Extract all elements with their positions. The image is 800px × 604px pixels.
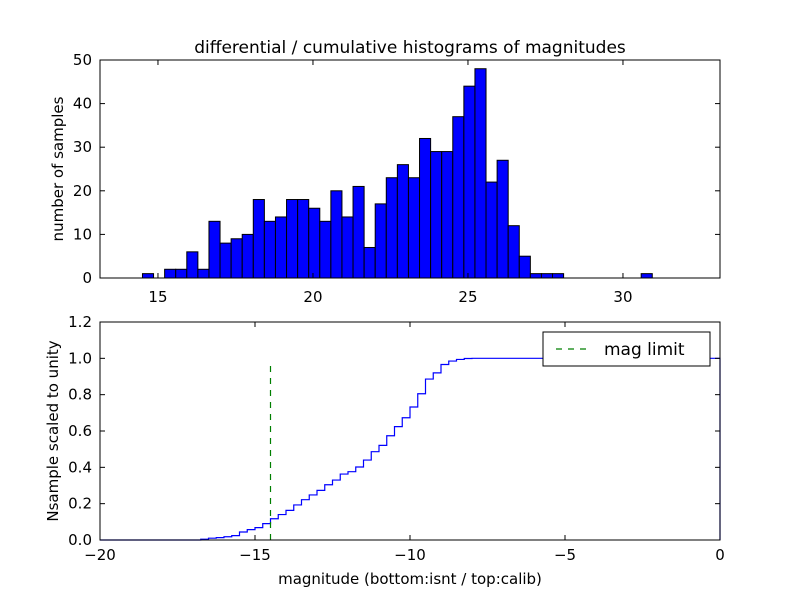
y-tick-label: 1.0 [68,349,92,367]
histogram-bar [175,268,188,279]
histogram-bar [374,203,387,279]
x-tick-label: 0 [715,546,725,564]
x-tick-label: −5 [554,546,576,564]
histogram-bar [241,233,254,279]
histogram-bar [463,85,476,279]
histogram-bar [474,68,487,279]
histogram-bar [252,199,265,279]
legend-label: mag limit [604,340,685,360]
top-axis-ticks: 15 20 25 30 0 10 20 30 40 50 [73,51,720,306]
top-y-axis-label: number of samples [49,96,67,241]
y-tick-label: 0.6 [68,422,92,440]
bottom-plot-area [100,357,721,541]
histogram-bar [330,190,343,279]
y-tick-label: 0.8 [68,386,92,404]
y-tick-label: 50 [73,51,92,69]
histogram-bar [540,273,554,279]
histogram-bar [352,185,365,279]
histogram-bar [219,242,232,279]
x-tick-label: −20 [84,546,116,564]
histogram-bar [274,216,288,279]
histogram-bar [496,159,509,279]
y-tick-label: 0.4 [68,458,92,476]
y-tick-label: 30 [73,138,92,156]
histogram-bar [341,216,354,279]
histogram-bar [452,116,465,279]
histogram-bar [363,246,376,279]
bottom-x-axis-label: magnitude (bottom:isnt / top:calib) [278,570,542,588]
histogram-bar [430,151,443,279]
x-tick-label: 30 [613,288,632,306]
histogram-bar [286,199,299,279]
histogram-bar [141,273,155,279]
bottom-axes-frame [99,321,721,541]
y-tick-label: 20 [73,182,92,200]
histogram-bar [319,220,332,279]
histogram-bar [485,181,498,279]
legend: mag limit [542,331,711,367]
histogram-bar [197,268,210,279]
top-histogram-bars [141,68,653,279]
x-tick-label: −15 [239,546,271,564]
x-tick-label: −10 [394,546,426,564]
histogram-bar [308,207,321,279]
y-tick-label: 1.2 [68,313,92,331]
histogram-bar [208,220,221,279]
x-tick-label: 20 [303,288,322,306]
histogram-bar [419,137,432,279]
top-axes-frame [99,59,721,279]
bottom-y-axis-label: Nsample scaled to unity [44,340,62,521]
x-tick-label: 15 [148,288,167,306]
histogram-bar [186,251,199,279]
histogram-bar [507,225,520,279]
histogram-bar [263,220,276,279]
y-tick-label: 0.2 [68,495,92,513]
y-tick-label: 0 [82,269,92,287]
y-tick-label: 40 [73,95,92,113]
y-tick-label: 0.0 [68,531,92,549]
histogram-bar [407,177,421,279]
x-tick-label: 25 [458,288,477,306]
histogram-bar [164,268,177,279]
histogram-bar [385,177,398,279]
cumulative-step-line [100,357,721,541]
histogram-bar [441,151,454,279]
histogram-bar [640,273,653,279]
bottom-axis-ticks: −20 −15 −10 −5 0 0.0 0.2 0.4 0.6 0.8 1.0 1.2 [68,313,725,564]
y-tick-label: 10 [73,225,92,243]
chart-title: differential / cumulative histograms of … [194,38,626,58]
histogram-bar [297,199,310,279]
histogram-bar [396,164,409,279]
histogram-bar [529,273,542,279]
histogram-bar [230,238,243,279]
histogram-bar [518,255,531,279]
histogram-bar [552,273,565,279]
